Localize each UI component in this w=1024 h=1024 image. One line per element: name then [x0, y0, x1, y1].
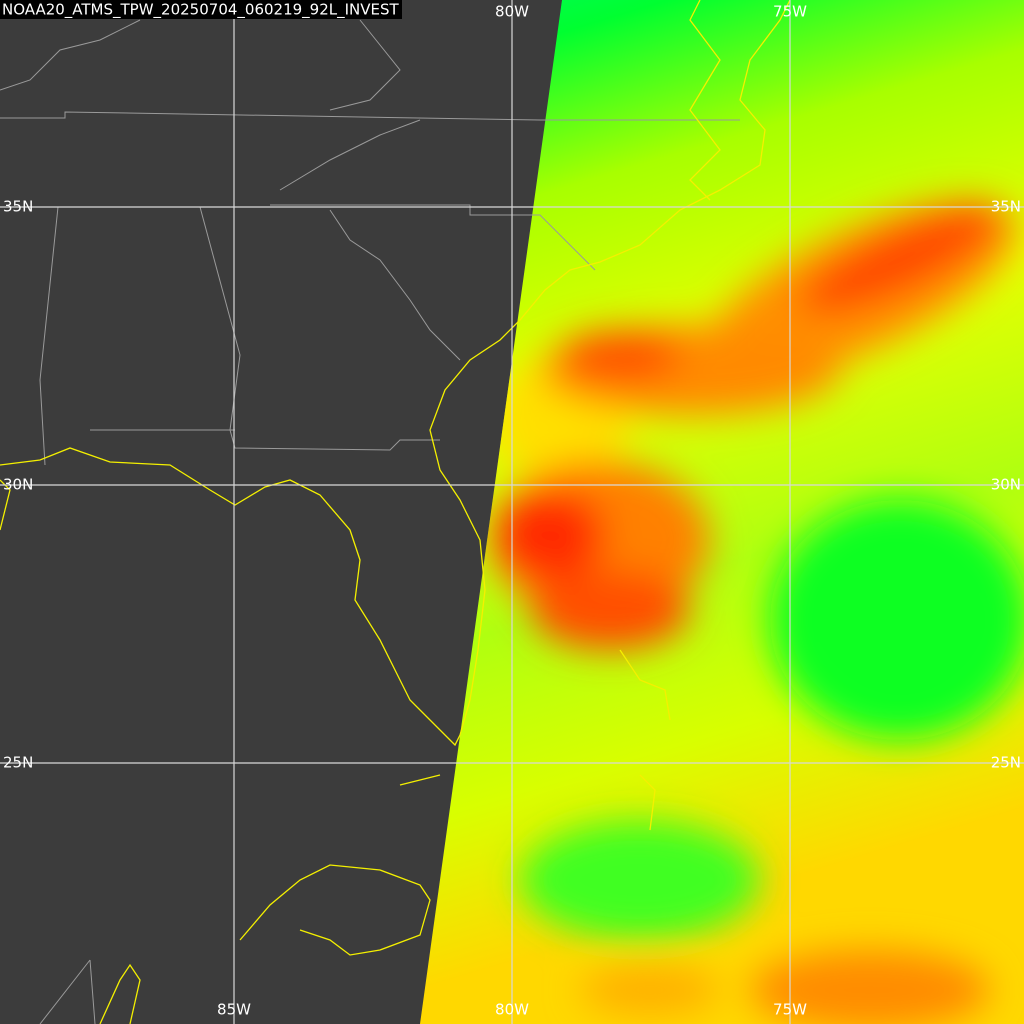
lon-label: 85W: [217, 1001, 251, 1019]
lat-label: 25N: [991, 754, 1021, 772]
lon-label: 75W: [773, 1001, 807, 1019]
lat-label: 30N: [3, 476, 33, 494]
state-borders: [0, 19, 740, 1024]
title-background: [0, 0, 402, 19]
lat-label: 35N: [991, 198, 1021, 216]
lon-label: 75W: [773, 3, 807, 21]
lat-label: 35N: [3, 198, 33, 216]
title: NOAA20_ATMS_TPW_20250704_060219_92L_INVE…: [2, 1, 400, 20]
lat-label: 30N: [991, 476, 1021, 494]
lat-label: 25N: [3, 754, 33, 772]
lon-label: 80W: [495, 3, 529, 21]
lon-label: 80W: [495, 1001, 529, 1019]
